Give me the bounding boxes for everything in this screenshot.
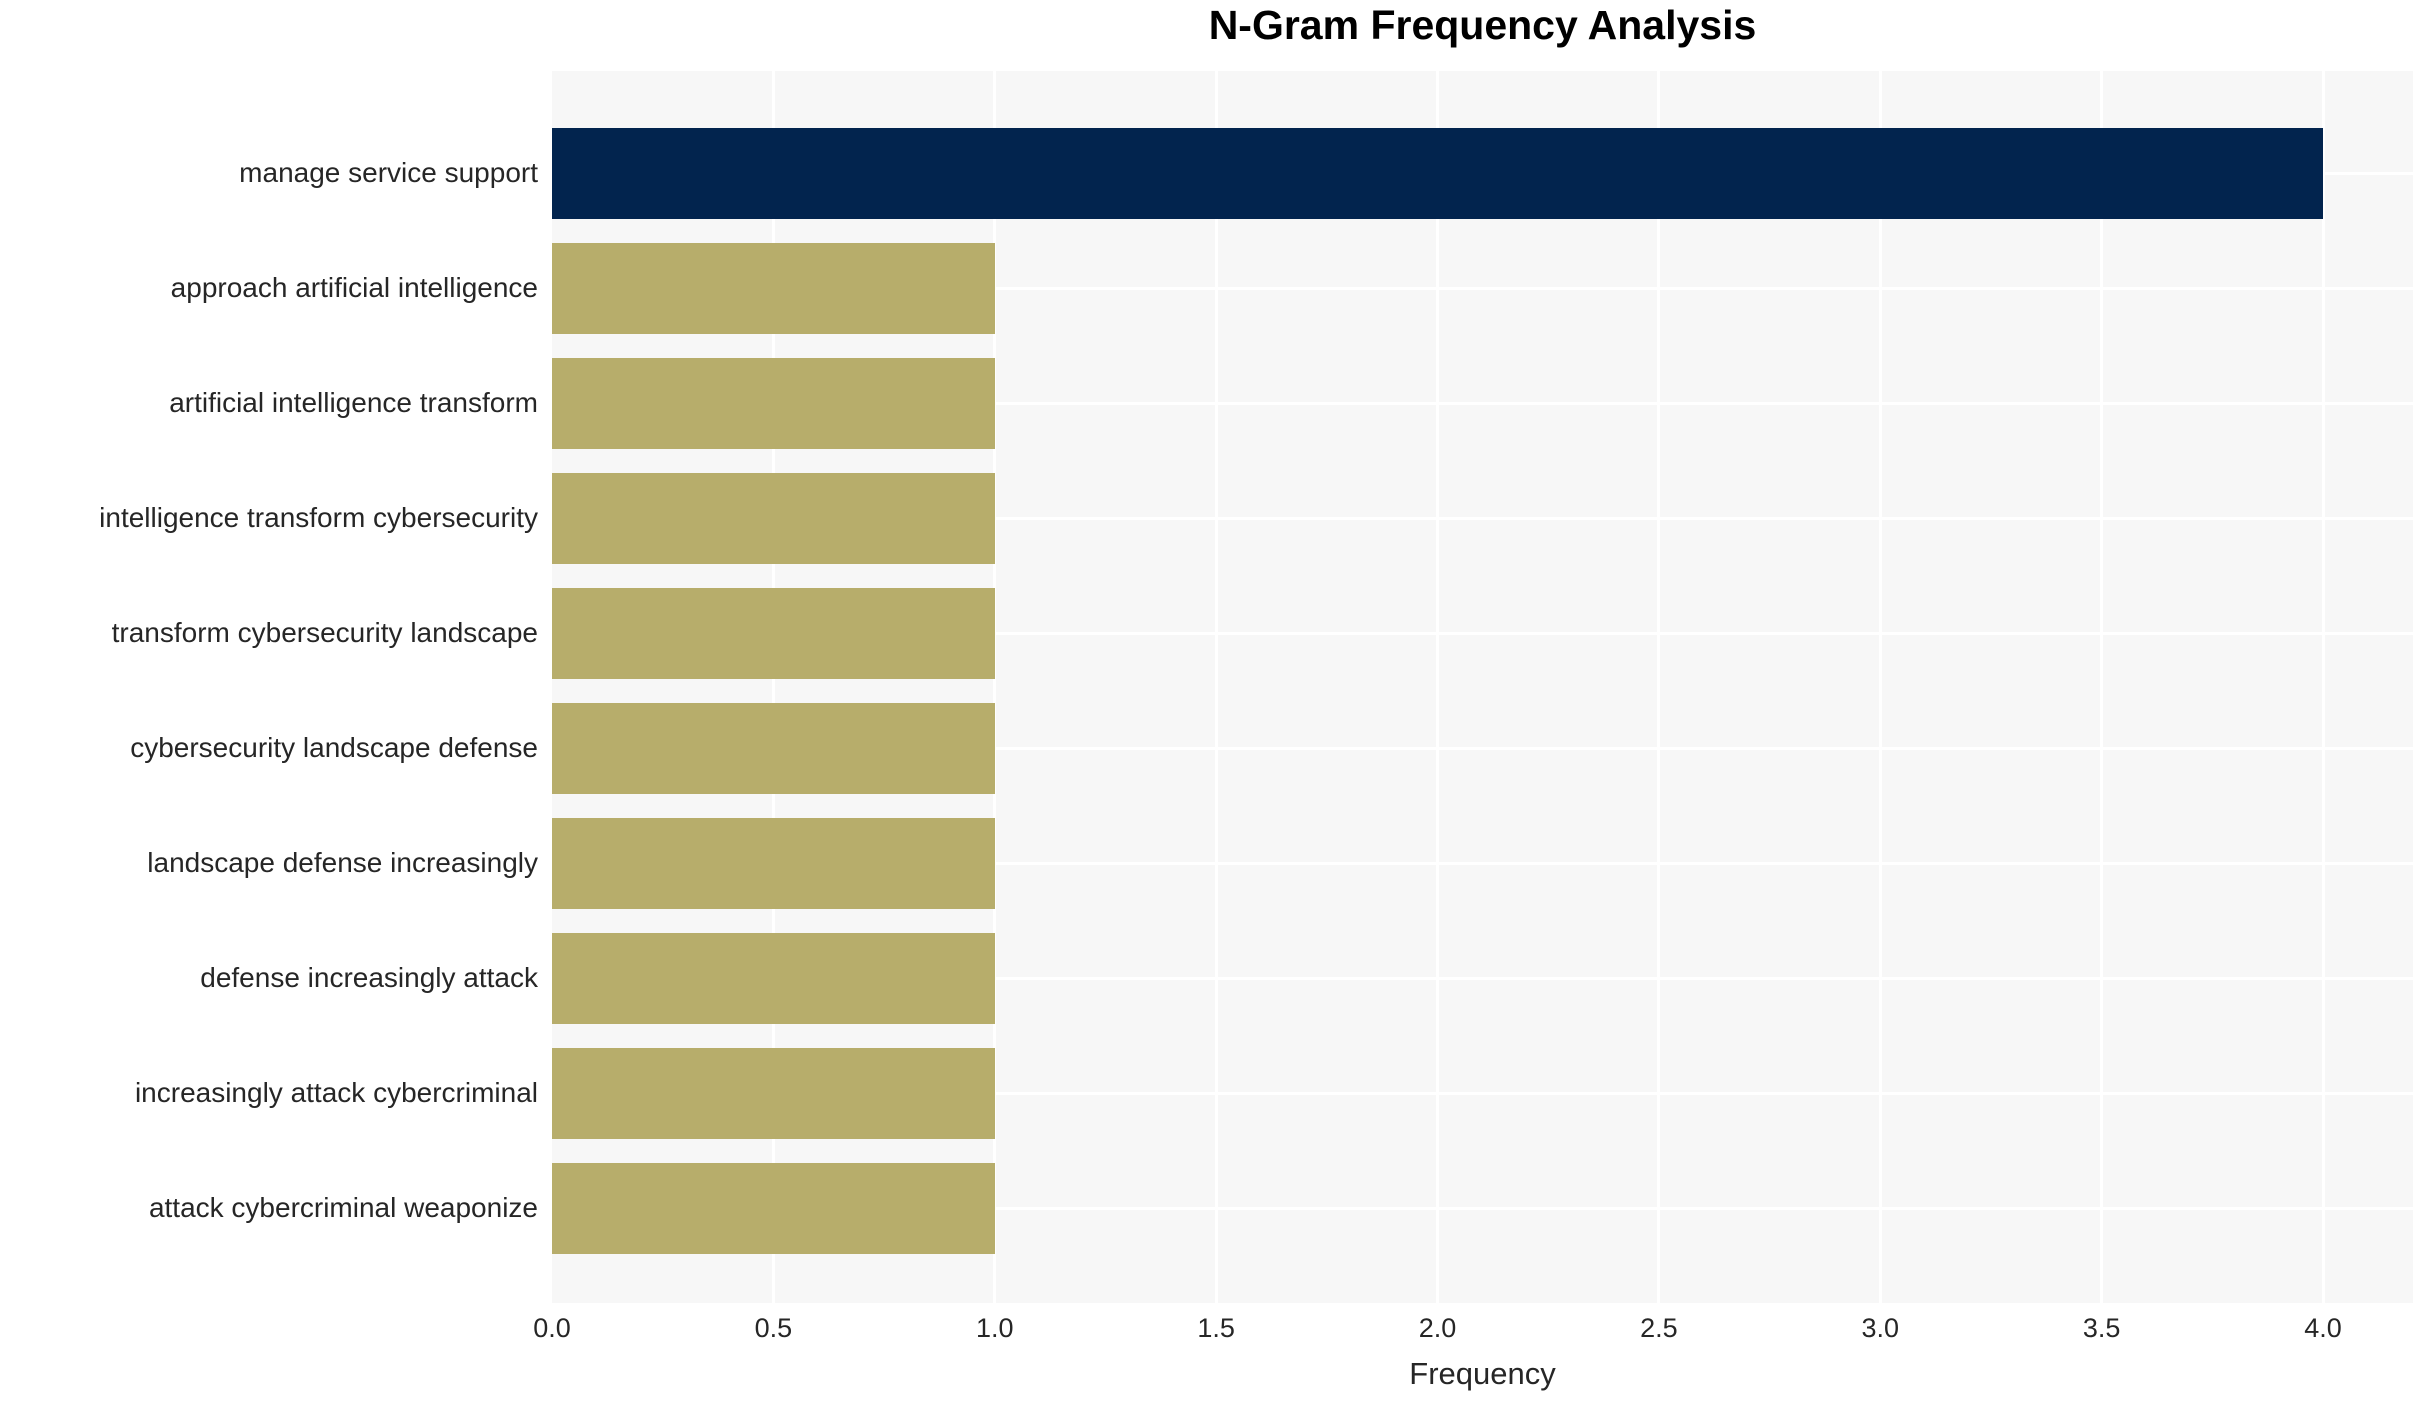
vertical-gridline [1657,71,1661,1303]
chart-title: N-Gram Frequency Analysis [1208,2,1757,48]
y-category-label: artificial intelligence transform [169,387,538,418]
x-tick-label: 2.0 [1418,1313,1457,1343]
x-axis-ticks: 0.0 0.5 1.0 1.5 2.0 2.5 3.0 3.5 4.0 [533,1303,2413,1359]
bar [552,357,995,449]
x-tick-label: 1.5 [1197,1313,1235,1343]
bar [552,242,995,334]
y-category-label: transform cybersecurity landscape [111,617,538,648]
vertical-gridline [771,71,775,1303]
vertical-gridline [1214,71,1218,1303]
horizontal-gridline [552,631,2413,635]
vertical-gridline [2100,71,2104,1303]
vertical-gridline [2321,71,2325,1303]
bar [552,932,995,1024]
bar [552,472,995,564]
vertical-gridline [1436,71,1439,1303]
x-axis-title: Frequency [1409,1356,1556,1391]
y-category-label: defense increasingly attack [200,962,538,993]
horizontal-gridline [552,286,2413,290]
x-tick-label: 3.0 [1861,1313,1900,1343]
horizontal-gridline [552,516,2413,520]
horizontal-gridline [552,746,2413,750]
y-axis-labels: manage service support approach artificia… [0,71,545,1303]
horizontal-gridline [552,1091,2413,1095]
y-category-label: attack cybercriminal weaponize [148,1192,538,1223]
x-tick-label: 3.5 [2082,1313,2121,1343]
horizontal-gridline [552,976,2413,980]
plot-area [552,71,2413,1303]
horizontal-gridline [552,401,2413,405]
y-category-label: manage service support [239,157,538,188]
x-tick-label: 0.0 [533,1313,571,1343]
x-tick-label: 1.0 [975,1313,1014,1343]
bar [552,1047,995,1139]
bar [552,702,995,794]
x-tick-label: 2.5 [1640,1313,1678,1343]
x-tick-label: 0.5 [754,1313,793,1343]
x-tick-label: 4.0 [2304,1313,2342,1343]
y-category-label: approach artificial intelligence [170,272,538,303]
horizontal-gridline [552,1206,2413,1210]
vertical-gridline [1878,71,1882,1303]
bar [552,587,995,679]
y-category-label: increasingly attack cybercriminal [134,1077,538,1108]
horizontal-gridline [552,861,2413,865]
y-category-label: cybersecurity landscape defense [130,732,538,763]
bar [552,127,2323,219]
y-category-label: intelligence transform cybersecurity [99,502,538,533]
bar [552,817,995,909]
vertical-gridline [993,71,997,1303]
y-category-label: landscape defense increasingly [147,847,538,878]
bar [552,1162,995,1254]
